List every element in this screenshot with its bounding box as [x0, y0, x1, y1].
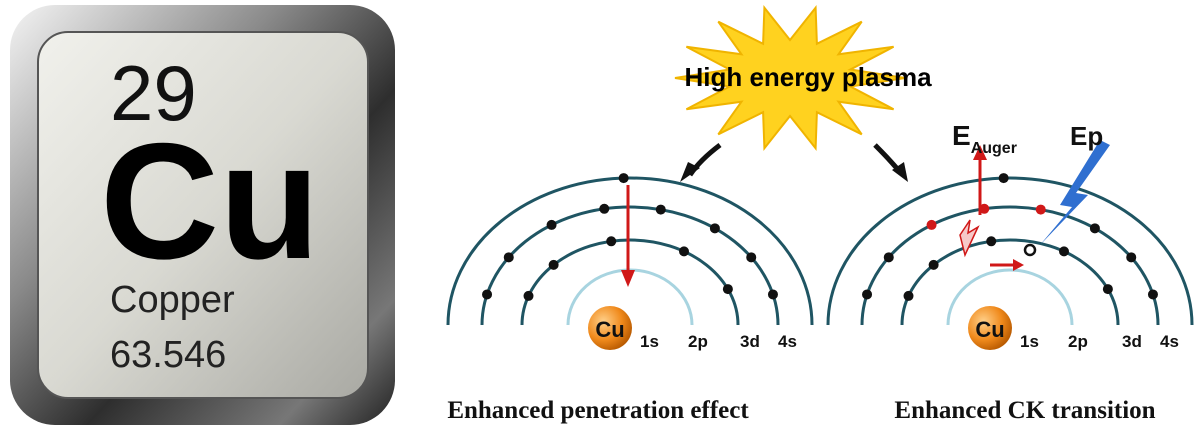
atom-diagram — [448, 173, 812, 350]
electron — [524, 291, 534, 301]
electron — [723, 284, 733, 294]
auger-base: E — [952, 120, 971, 151]
electron — [1036, 205, 1046, 215]
shell-label: 4s — [778, 332, 797, 351]
shell-orbit — [522, 240, 738, 325]
shell-label: 4s — [1160, 332, 1179, 351]
electron — [619, 173, 629, 183]
electron — [599, 204, 609, 214]
plasma-label: High energy plasma — [684, 62, 932, 92]
caption: Enhanced penetration effect — [447, 397, 749, 424]
shell-label: 3d — [1122, 332, 1142, 351]
photon-label: Ep — [1070, 121, 1103, 151]
page: 29 Cu Copper 63.546 High energy plasma C… — [0, 0, 1197, 431]
electron — [986, 236, 996, 246]
nucleus-label: Cu — [595, 317, 624, 342]
electron — [482, 289, 492, 299]
shell-orbit — [482, 207, 778, 325]
electron — [504, 252, 514, 262]
electron — [1090, 223, 1100, 233]
atomic-mass: 63.546 — [110, 334, 226, 376]
electron — [999, 173, 1009, 183]
element-tile: 29 Cu Copper 63.546 — [10, 5, 395, 425]
hole — [1025, 245, 1035, 255]
element-symbol: Cu — [100, 109, 320, 293]
shell-orbit — [448, 178, 812, 325]
arrowhead — [621, 270, 635, 287]
electron — [1126, 252, 1136, 262]
atom-labels: Cu 1s 2p 3d 4s Enhanced penetration effe… — [447, 120, 1179, 424]
shell-label: 1s — [1020, 332, 1039, 351]
shell-label: 3d — [740, 332, 760, 351]
shell-label: 2p — [1068, 332, 1088, 351]
atom-diagram — [828, 140, 1192, 350]
shell-orbit — [948, 270, 1072, 325]
shell-label: 2p — [688, 332, 708, 351]
electron — [904, 291, 914, 301]
electron — [929, 260, 939, 270]
electron — [927, 220, 937, 230]
electron — [884, 252, 894, 262]
electron — [1103, 284, 1113, 294]
shell-orbit — [828, 178, 1192, 325]
electron — [862, 289, 872, 299]
figure: 29 Cu Copper 63.546 High energy plasma C… — [0, 0, 1197, 431]
electron — [1059, 246, 1069, 256]
electron — [679, 246, 689, 256]
auger-sub: Auger — [971, 140, 1017, 157]
auger-label: EAuger — [952, 120, 1017, 157]
plasma: High energy plasma — [675, 8, 932, 182]
element-name: Copper — [110, 279, 235, 321]
shell-label: 1s — [640, 332, 659, 351]
electron — [746, 252, 756, 262]
electron — [768, 289, 778, 299]
electron — [710, 223, 720, 233]
electron — [606, 236, 616, 246]
shell-orbit — [902, 240, 1118, 325]
nucleus-label: Cu — [975, 317, 1004, 342]
electron — [656, 205, 666, 215]
electron — [549, 260, 559, 270]
electron — [1148, 289, 1158, 299]
electron — [547, 220, 557, 230]
caption: Enhanced CK transition — [894, 397, 1155, 424]
